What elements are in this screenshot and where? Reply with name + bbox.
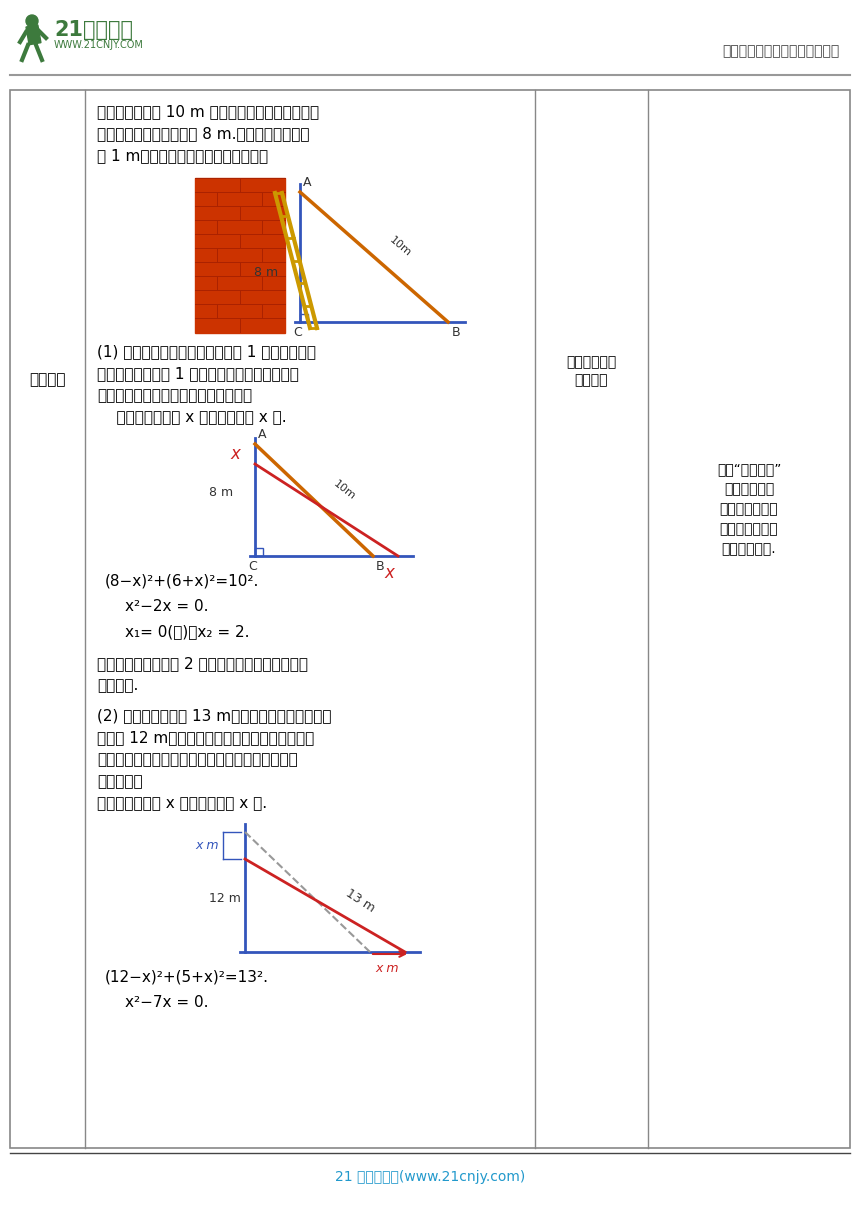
Text: (12−x)²+(5+x)²=13².: (12−x)²+(5+x)²=13². xyxy=(105,970,269,985)
Text: x: x xyxy=(230,445,240,463)
Text: A: A xyxy=(258,428,267,441)
Text: 13 m: 13 m xyxy=(343,886,377,916)
Text: (1) 在这个问题中，梯子顶端下滑 1 米时，梯子底: (1) 在这个问题中，梯子顶端下滑 1 米时，梯子底 xyxy=(97,344,316,359)
Text: 的问题作为情: 的问题作为情 xyxy=(724,482,774,496)
Bar xyxy=(300,314,308,322)
Text: 距离为 12 m，那么梯子顶端下滑的距离与梯子底: 距离为 12 m，那么梯子顶端下滑的距离与梯子底 xyxy=(97,730,314,745)
Text: 尝试列方程，: 尝试列方程， xyxy=(567,355,617,368)
Text: A: A xyxy=(303,176,311,188)
Text: x: x xyxy=(384,564,395,582)
Text: 21世纪教育: 21世纪教育 xyxy=(54,19,133,40)
Bar xyxy=(10,90,850,1148)
Text: B: B xyxy=(452,326,461,339)
Text: 如图，一个长为 10 m 的梯子斜靠在墙上，梯子的: 如图，一个长为 10 m 的梯子斜靠在墙上，梯子的 xyxy=(97,105,319,119)
Text: 二次方程解决实: 二次方程解决实 xyxy=(720,522,778,536)
Text: 设梯子顶端下滑 x 米，底端滑动 x 米.: 设梯子顶端下滑 x 米，底端滑动 x 米. xyxy=(97,410,286,426)
Bar xyxy=(255,548,263,556)
Bar xyxy=(195,178,285,333)
Text: x²−7x = 0.: x²−7x = 0. xyxy=(125,995,208,1010)
Text: 21 世纪教育网(www.21cnjy.com): 21 世纪教育网(www.21cnjy.com) xyxy=(335,1170,525,1184)
Text: 设梯子顶端下滑 x 米，底端滑动 x 米.: 设梯子顶端下滑 x 米，底端滑动 x 米. xyxy=(97,796,267,811)
Text: 离是多少？: 离是多少？ xyxy=(97,775,143,789)
Text: 和它相等.: 和它相等. xyxy=(97,679,138,693)
Text: 10m: 10m xyxy=(388,235,414,259)
Text: 8 m: 8 m xyxy=(254,266,278,280)
Text: 选用“梯子下滑”: 选用“梯子下滑” xyxy=(717,462,781,475)
Text: x m: x m xyxy=(195,839,219,852)
Text: 因此，梯子底端下滑 2 米时，梯子底端滑动的距离: 因此，梯子底端下滑 2 米时，梯子底端滑动的距离 xyxy=(97,655,308,671)
Bar xyxy=(26,24,41,45)
Text: 时，梯子底端滑动的距离和它相等呢？: 时，梯子底端滑动的距离和它相等呢？ xyxy=(97,388,252,402)
Text: x₁= 0(舍)，x₂ = 2.: x₁= 0(舍)，x₂ = 2. xyxy=(125,624,249,638)
Text: 8 m: 8 m xyxy=(209,486,233,500)
Text: 独立解决: 独立解决 xyxy=(574,373,608,387)
Circle shape xyxy=(26,15,38,27)
Text: 讲授新课: 讲授新课 xyxy=(29,372,65,388)
Text: 顶端距地面的垂直距离为 8 m.如果梯子的顶端下: 顶端距地面的垂直距离为 8 m.如果梯子的顶端下 xyxy=(97,126,310,141)
Text: (2) 如果梯子长度是 13 m，梯子顶端与地面的垂直: (2) 如果梯子长度是 13 m，梯子顶端与地面的垂直 xyxy=(97,708,331,724)
Text: 中小学教育资源及组卷应用平台: 中小学教育资源及组卷应用平台 xyxy=(722,44,840,58)
Text: x m: x m xyxy=(375,962,399,975)
Text: C: C xyxy=(249,561,257,573)
Text: B: B xyxy=(376,561,384,573)
Text: 境，引入用一元: 境，引入用一元 xyxy=(720,502,778,516)
Text: 端滑动的距离大于 1 米，那么梯子顶端下滑几米: 端滑动的距离大于 1 米，那么梯子顶端下滑几米 xyxy=(97,366,299,381)
Text: 12 m: 12 m xyxy=(209,893,241,906)
Text: 际问题的内容.: 际问题的内容. xyxy=(722,542,777,556)
Text: (8−x)²+(6+x)²=10².: (8−x)²+(6+x)²=10². xyxy=(105,574,260,589)
Text: WWW.21CNJY.COM: WWW.21CNJY.COM xyxy=(54,40,144,50)
Text: x²−2x = 0.: x²−2x = 0. xyxy=(125,599,208,614)
Text: 10m: 10m xyxy=(332,478,358,501)
Text: C: C xyxy=(293,326,303,339)
Text: 滑 1 m，那么梯子的底端滑动多少米？: 滑 1 m，那么梯子的底端滑动多少米？ xyxy=(97,148,268,163)
Text: 端滑动的距离可能相等吗？如果相等，那么这个距: 端滑动的距离可能相等吗？如果相等，那么这个距 xyxy=(97,751,298,767)
